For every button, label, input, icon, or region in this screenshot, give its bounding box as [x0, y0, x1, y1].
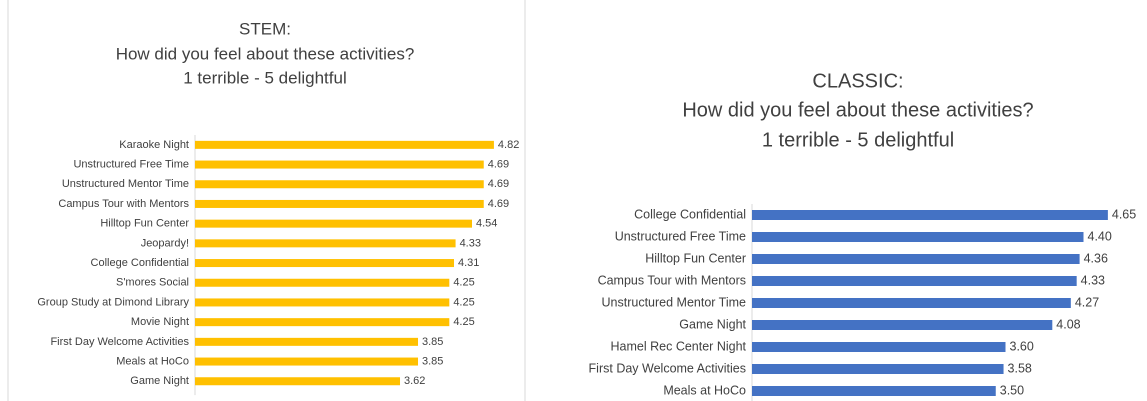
category-label: Unstructured Mentor Time: [602, 295, 747, 309]
value-label: 4.69: [488, 198, 509, 210]
bar: [195, 298, 450, 307]
bar: [195, 377, 401, 386]
value-label: 4.69: [488, 178, 509, 190]
value-label: 4.25: [453, 277, 474, 289]
value-label: 3.60: [1010, 339, 1034, 353]
category-label: Jeopardy!: [141, 237, 189, 249]
value-label: 4.69: [488, 158, 509, 170]
value-label: 4.33: [1081, 273, 1105, 287]
category-label: Meals at HoCo: [663, 383, 746, 397]
category-label: Karaoke Night: [119, 139, 189, 151]
value-label: 3.85: [422, 355, 443, 367]
value-label: 4.31: [458, 257, 479, 269]
category-label: S'mores Social: [116, 277, 189, 289]
category-label: College Confidential: [634, 207, 746, 221]
value-label: 3.85: [422, 336, 443, 348]
category-label: Unstructured Free Time: [615, 229, 746, 243]
chart-title: 1 terrible - 5 delightful: [183, 68, 346, 87]
value-label: 4.54: [476, 218, 497, 230]
bar: [752, 232, 1084, 242]
chart-title: How did you feel about these activities?: [116, 44, 415, 63]
category-label: Hilltop Fun Center: [645, 251, 746, 265]
bar: [752, 254, 1080, 264]
bar: [195, 239, 456, 248]
chart-title: 1 terrible - 5 delightful: [762, 129, 954, 151]
bar: [195, 219, 473, 228]
category-label: Unstructured Free Time: [73, 158, 189, 170]
bar: [752, 298, 1071, 308]
value-label: 3.50: [1000, 383, 1024, 397]
category-label: First Day Welcome Activities: [589, 361, 746, 375]
bar: [195, 278, 450, 287]
value-label: 4.27: [1075, 295, 1099, 309]
chart-title: CLASSIC:: [812, 70, 903, 92]
category-label: Campus Tour with Mentors: [598, 273, 746, 287]
bar: [752, 342, 1006, 352]
bar: [752, 210, 1108, 220]
category-label: Hamel Rec Center Night: [611, 339, 747, 353]
category-label: Group Study at Dimond Library: [37, 296, 189, 308]
bar: [195, 318, 450, 327]
bar: [195, 199, 484, 208]
value-label: 4.08: [1056, 317, 1080, 331]
value-label: 4.65: [1112, 207, 1136, 221]
bar: [195, 337, 419, 346]
category-label: Game Night: [130, 375, 189, 387]
category-label: Campus Tour with Mentors: [58, 198, 189, 210]
value-label: 4.25: [453, 296, 474, 308]
category-label: College Confidential: [91, 257, 189, 269]
bar: [195, 357, 419, 366]
bar: [195, 140, 494, 149]
bar: [195, 180, 484, 189]
value-label: 3.58: [1008, 361, 1032, 375]
category-label: Unstructured Mentor Time: [62, 178, 189, 190]
value-label: 4.82: [498, 139, 519, 151]
category-label: First Day Welcome Activities: [50, 336, 189, 348]
chart-title: How did you feel about these activities?: [682, 99, 1033, 121]
category-label: Movie Night: [131, 316, 189, 328]
bar: [752, 386, 996, 396]
value-label: 4.36: [1084, 251, 1108, 265]
value-label: 4.25: [453, 316, 474, 328]
bar: [195, 259, 455, 268]
category-label: Game Night: [679, 317, 746, 331]
value-label: 4.40: [1088, 229, 1112, 243]
bar: [752, 276, 1077, 286]
value-label: 3.62: [404, 375, 425, 387]
category-label: Meals at HoCo: [116, 355, 189, 367]
bar: [752, 320, 1053, 330]
bar: [752, 364, 1004, 374]
bar: [195, 160, 484, 169]
chart-title: STEM:: [239, 19, 291, 38]
value-label: 4.33: [460, 237, 481, 249]
category-label: Hilltop Fun Center: [100, 218, 189, 230]
